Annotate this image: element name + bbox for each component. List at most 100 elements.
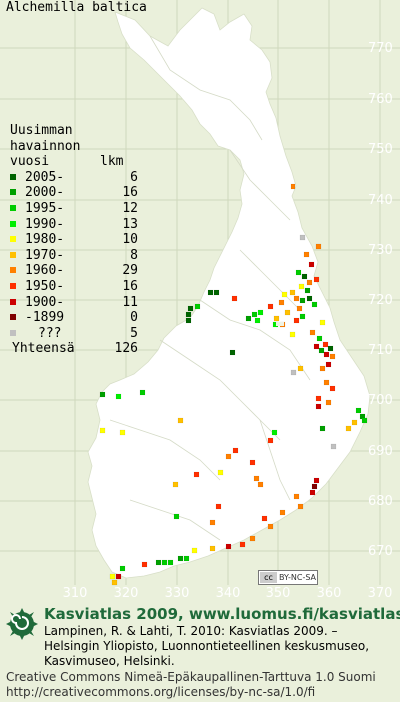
legend-total: Yhteensä 126	[10, 341, 138, 357]
obs-square	[323, 351, 330, 358]
y-label-760: 760	[368, 92, 393, 107]
obs-square	[319, 319, 326, 326]
legend-item: 1970- 8	[10, 247, 138, 264]
obs-square	[316, 335, 323, 342]
obs-square	[290, 369, 297, 376]
obs-square	[271, 429, 278, 436]
legend-header-line1: Uusimman	[10, 123, 73, 138]
obs-square	[229, 349, 236, 356]
obs-square	[111, 579, 118, 586]
legend-item-label: 1980-	[25, 232, 65, 248]
species-title: Alchemilla baltica	[6, 0, 147, 15]
legend-item-count: 29	[122, 263, 138, 279]
y-label-690: 690	[368, 444, 393, 459]
legend-item-count: 16	[122, 185, 138, 201]
obs-square	[345, 425, 352, 432]
obs-square	[267, 437, 274, 444]
obs-square	[217, 469, 224, 476]
legend-item-label: 1970-	[25, 247, 65, 263]
cc-license-badge[interactable]: cc BY-NC-SA	[258, 570, 318, 585]
obs-square	[273, 315, 280, 322]
obs-square	[290, 183, 296, 190]
x-label-370: 370	[368, 586, 393, 600]
obs-square	[109, 573, 116, 580]
legend-item-count: 0	[130, 310, 138, 326]
obs-square	[298, 283, 305, 290]
obs-square	[232, 447, 239, 454]
obs-square	[309, 329, 316, 336]
legend-item-label: 1960-	[25, 263, 65, 279]
legend-item-label: -1899	[25, 310, 65, 326]
x-label-320: 320	[114, 586, 139, 600]
obs-square	[309, 489, 316, 496]
legend-item-label: ???	[38, 325, 62, 341]
obs-square	[194, 303, 201, 310]
obs-square	[306, 295, 313, 302]
citation-line-2: Helsingin Yliopisto, Luonnontieteellinen…	[44, 639, 370, 653]
legend-header-year: vuosi	[10, 154, 50, 170]
obs-square	[249, 459, 256, 466]
legend-swatch	[10, 204, 16, 211]
obs-square	[209, 545, 216, 552]
legend-item: 1995- 12	[10, 200, 138, 217]
legend-item-label: 1995-	[25, 200, 65, 216]
y-axis-labels: 770 760 750 740 730 720 710 700 690 680 …	[368, 41, 393, 559]
obs-square	[329, 353, 336, 360]
legend-item: 2005- 6	[10, 169, 138, 186]
obs-square	[254, 317, 261, 324]
obs-square	[207, 289, 214, 296]
obs-square	[318, 347, 325, 354]
legend-item-label: 1900-	[25, 294, 65, 310]
legend-item: 1960- 29	[10, 263, 138, 279]
obs-square	[293, 295, 300, 302]
x-label-360: 360	[317, 586, 342, 600]
legend-item-label: 2000-	[25, 185, 65, 201]
legend-swatch	[10, 298, 16, 305]
obs-square	[323, 379, 330, 386]
legend-swatch	[10, 314, 16, 321]
cc-icon: cc	[260, 572, 277, 583]
province-boundaries	[109, 35, 311, 541]
obs-square	[284, 309, 291, 316]
obs-square	[304, 287, 311, 294]
legend-item: 1950- 16	[10, 278, 138, 295]
obs-square	[167, 559, 174, 566]
legend-item-label: 2005-	[25, 169, 65, 185]
license-url-link[interactable]: http://creativecommons.org/licenses/by-n…	[6, 685, 316, 699]
legend-total-count: 126	[114, 341, 138, 357]
legend-swatch	[10, 236, 16, 243]
obs-square	[313, 343, 320, 350]
cc-badge-text: BY-NC-SA	[279, 573, 317, 582]
obs-square	[308, 261, 315, 268]
obs-square	[185, 311, 192, 318]
lake-hint	[276, 322, 284, 326]
obs-square	[293, 317, 300, 324]
citation-line-1: Lampinen, R. & Lahti, T. 2010: Kasviatla…	[44, 624, 338, 638]
legend-item: 1900- 11	[10, 294, 138, 311]
x-label-330: 330	[165, 586, 190, 600]
legend-header-count: lkm	[100, 154, 124, 170]
obs-square	[267, 303, 274, 310]
finland-land	[87, 7, 371, 579]
obs-square	[296, 305, 303, 312]
y-label-680: 680	[368, 494, 393, 509]
legend-total-label: Yhteensä	[12, 341, 75, 357]
obs-square	[322, 341, 329, 348]
obs-square	[139, 389, 146, 396]
legend-item-label: 1950-	[25, 278, 65, 294]
legend-item-count: 10	[122, 232, 138, 248]
x-label-340: 340	[216, 586, 241, 600]
obs-square	[306, 279, 313, 286]
obs-square	[297, 503, 304, 510]
obs-square	[155, 559, 162, 566]
obs-square	[301, 273, 308, 280]
obs-square	[115, 573, 122, 580]
legend-swatch	[10, 251, 16, 258]
footer-site-link[interactable]: Kasviatlas 2009, www.luomus.fi/kasviatla…	[44, 605, 400, 623]
obs-square	[245, 315, 252, 322]
x-label-310: 310	[63, 586, 88, 600]
obs-square	[279, 509, 286, 516]
x-axis-labels: 310 320 330 340 350 360 370	[63, 586, 393, 600]
obs-square	[325, 361, 332, 368]
obs-square	[267, 523, 274, 530]
